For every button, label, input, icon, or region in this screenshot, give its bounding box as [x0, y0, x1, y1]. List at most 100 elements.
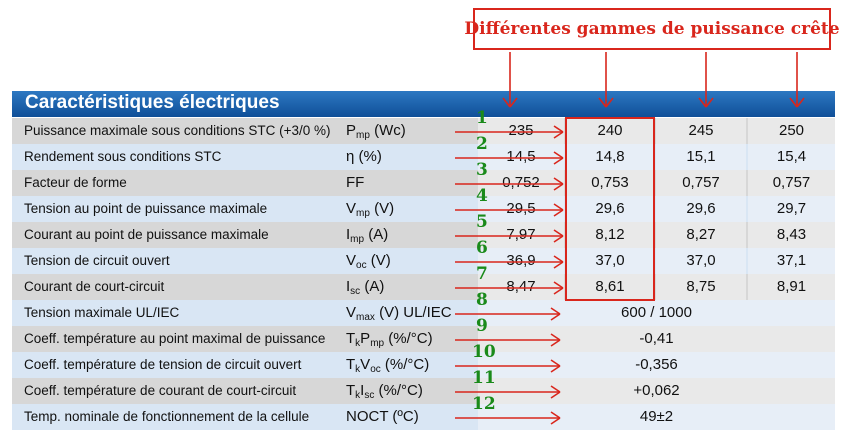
- annotation-number: 10: [472, 342, 496, 362]
- value-cell: 15,1: [656, 144, 746, 170]
- value-cell: 250: [748, 118, 835, 144]
- arrow-head: [553, 235, 564, 243]
- value-cell: 14,8: [566, 144, 654, 170]
- row-label: Temp. nominale de fonctionnement de la c…: [24, 409, 310, 424]
- value-cell: 8,43: [748, 222, 835, 248]
- table-row: Rendement sous conditions STC η (%) 14,5 14…: [12, 144, 835, 170]
- row-symbol: NOCT (ºC): [342, 404, 474, 430]
- table-title-bar: Caractéristiques électriques: [12, 91, 835, 117]
- arrow-head: [553, 131, 564, 139]
- row-label: Coeff. température de courant de court-c…: [24, 383, 297, 398]
- row-label: Puissance maximale sous conditions STC (…: [24, 123, 331, 138]
- value-cell: 8,27: [656, 222, 746, 248]
- merged-value-cell: -0,41: [478, 326, 835, 352]
- row-symbol: η (%): [342, 144, 474, 170]
- row-label: Tension au point de puissance maximale: [24, 201, 268, 216]
- row-label: Coeff. température de tension de circuit…: [24, 357, 302, 372]
- row-symbol: Pmp (Wc): [342, 118, 474, 144]
- arrow-head: [553, 287, 564, 295]
- row-symbol: Vmp (V): [342, 196, 474, 222]
- table-row: Tension de circuit ouvert Voc (V) 36,9 37,0…: [12, 248, 835, 274]
- value-cell: 8,12: [566, 222, 654, 248]
- arrow-head: [509, 97, 518, 108]
- table-row: Coeff. température au point maximal de p…: [12, 326, 835, 352]
- symbol-subscript: sc: [364, 390, 375, 401]
- row-symbol: TkIsc (%/°C): [342, 378, 474, 404]
- annotation-number: 3: [476, 160, 488, 180]
- symbol-subscript: mp: [370, 338, 385, 349]
- merged-value-cell: 49±2: [478, 404, 835, 430]
- symbol-subscript: mp: [356, 130, 370, 141]
- merged-value-cell: -0,356: [478, 352, 835, 378]
- table-row: Temp. nominale de fonctionnement de la c…: [12, 404, 835, 430]
- arrow-head: [553, 125, 564, 133]
- table-title: Caractéristiques électriques: [25, 92, 280, 113]
- value-cell: 8,75: [656, 274, 746, 300]
- table-row: Coeff. température de courant de court-c…: [12, 378, 835, 404]
- annotation-number: 6: [476, 238, 488, 258]
- value-cell: 8,47: [478, 274, 564, 300]
- arrow-head: [502, 97, 511, 108]
- arrow-head: [553, 157, 564, 165]
- table-row: Tension au point de puissance maximale Vm…: [12, 196, 835, 222]
- row-label: Rendement sous conditions STC: [24, 149, 222, 164]
- row-label: Courant de court-circuit: [24, 279, 165, 294]
- arrow-head: [796, 97, 805, 108]
- row-symbol: Isc (A): [342, 274, 474, 300]
- annotation-number: 8: [476, 290, 488, 310]
- annotation-number: 5: [476, 212, 488, 232]
- value-cell: 29,6: [656, 196, 746, 222]
- arrow-head: [789, 97, 798, 108]
- annotation-number: 11: [472, 368, 496, 388]
- value-cell: 29,6: [566, 196, 654, 222]
- symbol-subscript: sc: [350, 286, 361, 297]
- row-symbol: TkVoc (%/°C): [342, 352, 474, 378]
- value-cell: 245: [656, 118, 746, 144]
- arrow-head: [705, 97, 714, 108]
- table-row: Courant au point de puissance maximale Im…: [12, 222, 835, 248]
- row-symbol: Voc (V): [342, 248, 474, 274]
- arrow-head: [553, 229, 564, 237]
- value-cell: 37,0: [656, 248, 746, 274]
- arrow-head: [550, 313, 561, 321]
- value-cell: 7,97: [478, 222, 564, 248]
- row-symbol: Imp (A): [342, 222, 474, 248]
- arrow-head: [550, 365, 561, 373]
- value-cell: 37,0: [566, 248, 654, 274]
- arrow-head: [598, 97, 607, 108]
- table-row: Courant de court-circuit Isc (A) 8,47 8,61 8…: [12, 274, 835, 300]
- value-cell: 36,9: [478, 248, 564, 274]
- annotation-number: 4: [476, 186, 488, 206]
- arrow-head: [550, 385, 561, 393]
- table-row: Puissance maximale sous conditions STC (…: [12, 118, 835, 144]
- value-cell: 0,757: [748, 170, 835, 196]
- annotation-callout: Différentes gammes de puissance crête: [464, 8, 840, 50]
- table-row: Coeff. température de tension de circuit…: [12, 352, 835, 378]
- table-row: Tension maximale UL/IEC Vmax (V) UL/IEC 60…: [12, 300, 835, 326]
- annotation-number: 9: [476, 316, 488, 336]
- arrow-head: [550, 411, 561, 419]
- merged-value-cell: +0,062: [478, 378, 835, 404]
- annotation-number: 1: [476, 108, 488, 128]
- value-cell: 29,7: [748, 196, 835, 222]
- highlight-box-240: [565, 117, 655, 301]
- annotation-number: 12: [472, 394, 496, 414]
- row-label: Courant au point de puissance maximale: [24, 227, 269, 242]
- arrow-head: [698, 97, 707, 108]
- symbol-subscript: k: [355, 364, 361, 375]
- symbol-subscript: k: [355, 338, 361, 349]
- arrow-head: [550, 359, 561, 367]
- value-cell: 8,91: [748, 274, 835, 300]
- arrow-head: [553, 255, 564, 263]
- arrow-head: [553, 151, 564, 159]
- symbol-subscript: oc: [356, 260, 367, 271]
- symbol-subscript: mp: [350, 234, 365, 245]
- row-label: Coeff. température au point maximal de p…: [24, 331, 326, 346]
- arrow-head: [553, 261, 564, 269]
- value-cell: 0,753: [566, 170, 654, 196]
- value-cell: 8,61: [566, 274, 654, 300]
- annotation-title: Différentes gammes de puissance crête: [464, 19, 840, 39]
- symbol-subscript: max: [356, 312, 375, 323]
- annotation-number: 2: [476, 134, 488, 154]
- arrow-head: [550, 417, 561, 425]
